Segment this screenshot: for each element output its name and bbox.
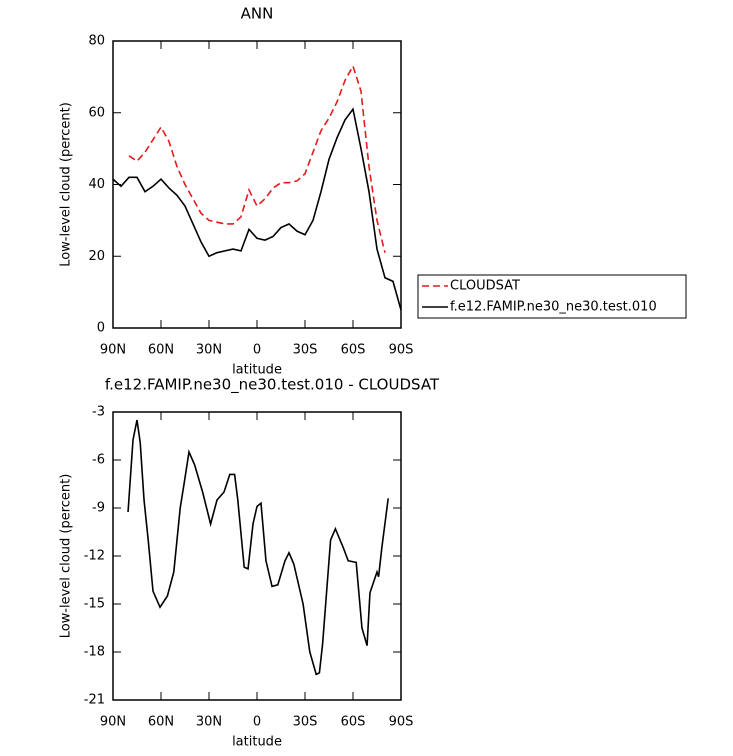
y-tick-label: -21 — [84, 693, 105, 708]
plot-frame — [112, 40, 402, 329]
y-tick-label: 40 — [88, 177, 105, 192]
x-tick-label: 30S — [293, 715, 318, 730]
x-tick-label: 90S — [389, 343, 414, 358]
y-tick-label: -15 — [84, 597, 105, 612]
x-tick-label: 90S — [389, 715, 414, 730]
x-tick-label: 60S — [341, 715, 366, 730]
data-line — [112, 107, 402, 311]
x-tick-label: 30N — [196, 715, 222, 730]
x-tick-label: 0 — [253, 715, 261, 730]
plot-frame — [112, 411, 402, 701]
y-tick-label: -9 — [92, 501, 105, 516]
data-line — [127, 419, 389, 676]
x-axis-label: latitude — [232, 735, 282, 750]
y-axis-label: Low-level cloud (percent) — [59, 102, 74, 267]
y-tick-label: -6 — [92, 453, 105, 468]
y-tick-label: -18 — [84, 645, 105, 660]
chart-title: ANN — [241, 5, 274, 23]
data-line — [128, 64, 386, 253]
y-tick-label: -3 — [92, 405, 105, 420]
y-tick-label: -12 — [84, 549, 105, 564]
legend-label: f.e12.FAMIP.ne30_ne30.test.010 — [450, 300, 657, 315]
x-tick-label: 30N — [196, 343, 222, 358]
legend-label: CLOUDSAT — [450, 279, 520, 294]
legend-box — [417, 274, 687, 319]
x-tick-label: 60S — [341, 343, 366, 358]
y-tick-label: 80 — [88, 34, 105, 49]
x-tick-label: 60N — [148, 715, 174, 730]
chart-title: f.e12.FAMIP.ne30_ne30.test.010 - CLOUDSA… — [105, 376, 440, 395]
y-tick-label: 0 — [97, 321, 105, 336]
x-tick-label: 30S — [293, 343, 318, 358]
x-axis-label: latitude — [232, 363, 282, 378]
y-tick-label: 60 — [88, 105, 105, 120]
x-tick-label: 90N — [100, 715, 126, 730]
y-tick-label: 20 — [88, 249, 105, 264]
y-axis-label: Low-level cloud (percent) — [59, 474, 74, 639]
x-tick-label: 0 — [253, 343, 261, 358]
x-tick-label: 90N — [100, 343, 126, 358]
x-tick-label: 60N — [148, 343, 174, 358]
